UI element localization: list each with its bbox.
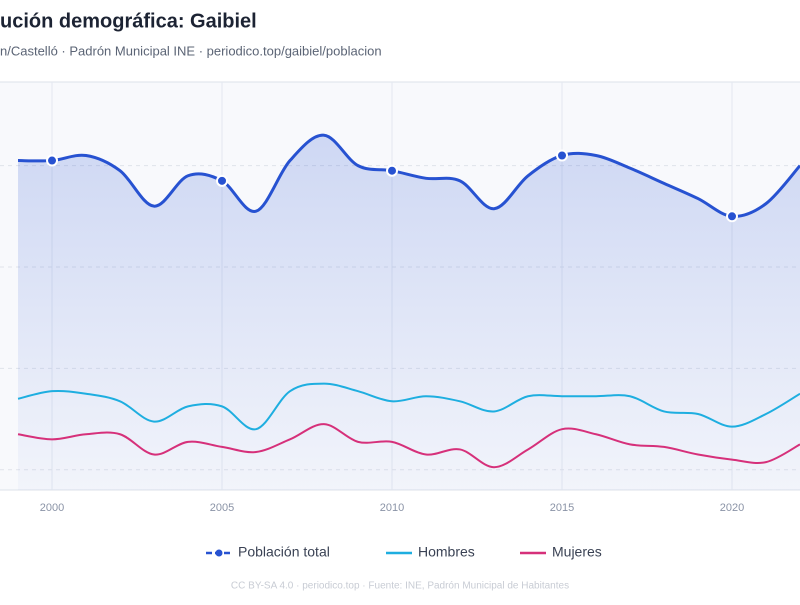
line: [17, 382, 800, 431]
x-tick-label: 2015: [550, 502, 574, 514]
legend-swatch: [215, 549, 223, 557]
legend-label: Población total: [238, 544, 330, 560]
line: [18, 133, 800, 218]
legend-label: Mujeres: [552, 544, 602, 560]
chart-title: ución demográfica: Gaibiel: [0, 10, 257, 32]
point: [556, 149, 569, 162]
point: [386, 164, 399, 177]
point: [726, 210, 739, 223]
line: [17, 423, 800, 469]
footer: CC BY-SA 4.0 · periodico.top · Fuente: I…: [231, 581, 569, 592]
area: [18, 135, 800, 490]
x-tick-label: 2020: [720, 502, 744, 514]
point: [46, 154, 59, 167]
x-tick-label: 2010: [380, 502, 404, 514]
x-tick-label: 2005: [210, 502, 234, 514]
x-tick-label: 2000: [40, 502, 64, 514]
chart-subtitle: n/Castelló · Padrón Municipal INE · peri…: [0, 43, 382, 58]
legend-label: Hombres: [418, 544, 475, 560]
point: [216, 174, 229, 187]
